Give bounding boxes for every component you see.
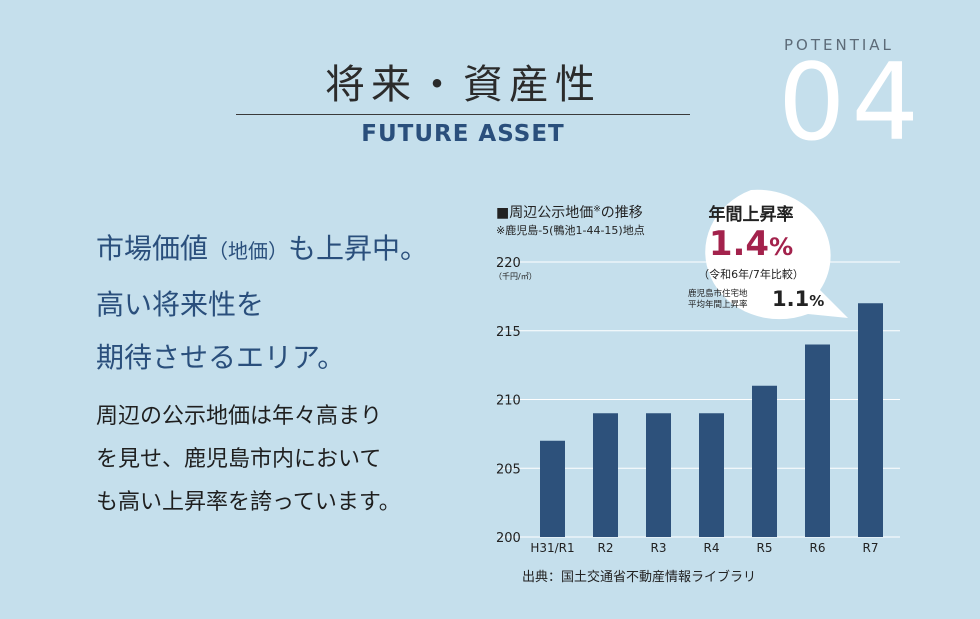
x-tick-label: R5 [757,541,773,555]
chart-caption-mark: ※ [593,204,601,215]
x-tick-label: R7 [863,541,879,555]
bar [646,413,671,537]
callout-city-value-number: 1.1 [772,287,810,311]
callout-city-label-2: 平均年間上昇率 [688,300,748,310]
chart-caption-title-end: の推移 [600,205,643,221]
callout-bubble [705,189,848,320]
y-tick-label: 200 [496,531,521,546]
y-tick-label: 205 [496,462,521,477]
callout-title: 年間上昇率 [708,205,794,225]
body-line-3: も高い上昇率を誇っています。 [96,490,401,515]
headline-line-1-a: 市場価値 [96,232,209,265]
x-tick-label: R2 [598,541,614,555]
headline: 市場価値（地価）も上昇中。 高い将来性を 期待させるエリア。 [96,222,428,384]
x-tick-label: R4 [704,541,720,555]
bar [858,303,883,537]
bar [540,440,565,537]
headline-line-2: 高い将来性を [96,288,265,321]
x-tick-label: R6 [810,541,826,555]
x-tick-label: H31/R1 [530,541,574,555]
callout-value-unit: % [769,233,794,261]
chart-note: ※鹿児島-5(鴨池1-44-15)地点 [496,224,645,237]
page-subtitle: FUTURE ASSET [361,121,565,147]
callout-comparison: （令和6年/7年比較） [698,268,804,281]
page-title: 将来・資産性 [325,62,601,108]
headline-line-3: 期待させるエリア。 [96,341,346,374]
callout-city-label-1: 鹿児島市住宅地 [688,289,748,299]
body-line-1: 周辺の公示地価は年々高まり [96,404,383,429]
y-unit-label: （千円/㎡） [494,271,537,281]
y-tick-label: 210 [496,394,521,409]
potential-number: 04 [778,41,925,164]
callout-city-value-unit: % [809,292,825,310]
body-line-2: を見せ、鹿児島市内において [96,447,382,472]
headline-line-1-paren: （地価） [208,239,289,263]
callout-value-number: 1.4 [708,224,770,264]
chart-source: 出典：国土交通省不動産情報ライブラリ [522,570,757,585]
potential-label: POTENTIAL [784,36,894,54]
bar [752,385,777,537]
chart-caption-title: ■周辺公示地価 [496,205,594,221]
headline-line-1-b: も上昇中。 [288,232,429,265]
bar [593,413,618,537]
bar [699,413,724,537]
y-tick-label: 215 [496,325,521,340]
growth-callout: 年間上昇率 1.4% （令和6年/7年比較） 鹿児島市住宅地 平均年間上昇率 1… [668,186,848,328]
headline-line-1: 市場価値（地価）も上昇中。 [96,222,428,278]
bar [805,344,830,537]
y-tick-label: 220 [496,256,521,271]
chart-caption: ■周辺公示地価※の推移 [496,202,643,222]
title-divider [236,114,690,115]
body-text: 周辺の公示地価は年々高まり を見せ、鹿児島市内において も高い上昇率を誇っていま… [96,395,401,524]
callout-city-value: 1.1% [772,287,824,311]
x-tick-label: R3 [651,541,667,555]
callout-city-label: 鹿児島市住宅地 平均年間上昇率 [688,289,778,311]
callout-value: 1.4% [668,224,834,264]
